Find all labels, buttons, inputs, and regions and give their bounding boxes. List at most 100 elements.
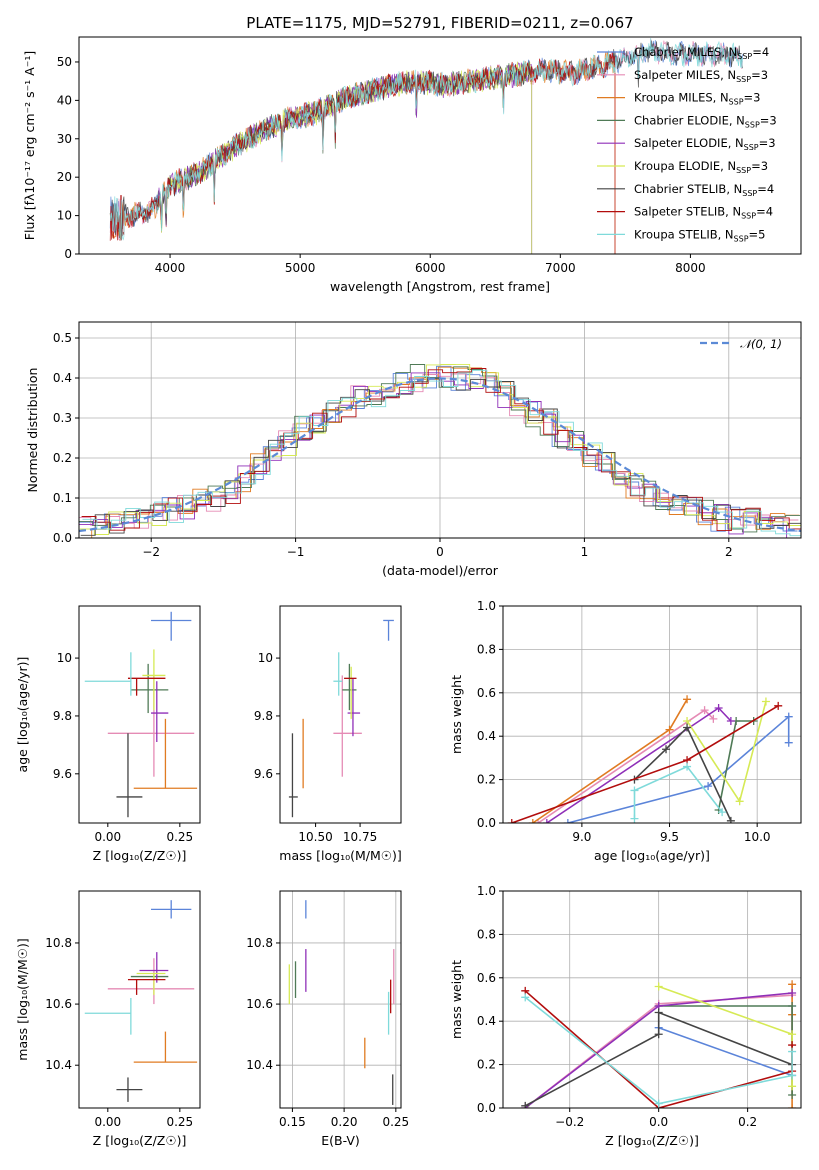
weight-line-kroupa-stelib-marker	[788, 1047, 797, 1056]
errorbar-salpeter-elodie	[139, 952, 169, 983]
plot-area	[84, 611, 198, 818]
histogram-kroupa-miles	[79, 366, 800, 538]
legend-subscript: SSP	[744, 143, 759, 152]
weight-line-kroupa-elodie-marker	[654, 982, 663, 991]
x-axis-label: mass [log₁₀(M/M☉)]	[279, 848, 401, 863]
y-tick-label: 0.4	[477, 1014, 496, 1028]
x-tick-label: 0.0	[649, 1115, 668, 1129]
y-tick-label: 0.3	[53, 411, 72, 425]
weight-line-chabrier-miles-marker	[784, 738, 793, 747]
x-axis-label: Z [log₁₀(Z/Z☉)]	[93, 1133, 187, 1148]
y-tick-label: 0.0	[477, 1101, 496, 1115]
y-tick-label: 1.0	[477, 884, 496, 898]
plot-area	[288, 900, 395, 1105]
weight-line-kroupa-elodie-marker	[788, 1082, 797, 1091]
weight-line-salpeter-miles-marker	[709, 714, 718, 723]
errorbar-kroupa-miles	[133, 718, 198, 789]
x-axis-label: Z [log₁₀(Z/Z☉)]	[605, 1133, 699, 1148]
panel-age-vs-mass: 10.50 10.75 9.6 9.8 10 mass [log₁₀(M/M☉)]	[254, 605, 402, 863]
x-tick-label: 5000	[285, 261, 316, 275]
y-tick-label: 9.8	[254, 709, 273, 723]
weight-line-chabrier-stelib	[633, 726, 732, 822]
weight-line-kroupa-elodie-marker	[788, 1030, 797, 1039]
legend-subscript: SSP	[741, 212, 756, 221]
legend-subscript: SSP	[729, 98, 744, 107]
x-axis-label: age [log₁₀(age/yr)]	[594, 848, 710, 863]
plot-area	[79, 363, 801, 538]
weight-line-kroupa-miles-marker	[683, 695, 692, 704]
plot-area	[84, 900, 198, 1102]
plot-area	[109, 37, 743, 254]
histogram-kroupa-stelib	[82, 369, 801, 537]
weight-line-salpeter-elodie-marker	[788, 988, 797, 997]
y-tick-label: 0.4	[53, 371, 72, 385]
weight-line-chabrier-stelib-marker	[654, 1030, 663, 1039]
x-axis-label: wavelength [Angstrom, rest frame]	[330, 279, 550, 294]
errorbar-kroupa-stelib	[84, 997, 132, 1035]
y-tick-label: 0.1	[53, 491, 72, 505]
weight-line-chabrier-stelib-marker	[521, 1101, 530, 1108]
legend-subscript: SSP	[737, 52, 752, 61]
y-tick-label: 1.0	[477, 599, 496, 613]
y-tick-label: 9.6	[254, 767, 273, 781]
panel-residuals: −2 −1 0 1 2 0.0 0.1 0.2 0.3 0.4 0.5 (data-model)/er…	[25, 321, 802, 578]
axes-frame	[78, 36, 802, 255]
weight-line-kroupa-stelib	[633, 765, 723, 819]
legend-subscript: SSP	[736, 166, 751, 175]
x-tick-label: 6000	[415, 261, 446, 275]
y-axis-label: mass weight	[449, 960, 464, 1039]
panel-mass-vs-z: 0.00 0.25 10.4 10.6 10.8 Z [log₁₀(Z/Z☉)] mass …	[15, 890, 201, 1148]
errorbar-kroupa-stelib	[333, 652, 343, 696]
y-tick-label: 10.8	[45, 936, 72, 950]
errorbar-chabrier-miles	[151, 900, 192, 919]
x-tick-label: 1	[581, 545, 589, 559]
weight-line-salpeter-elodie-marker	[714, 703, 723, 712]
x-tick-label: 2	[725, 545, 733, 559]
x-tick-label: 0.20	[331, 1115, 358, 1129]
x-tick-label: 0.2	[738, 1115, 757, 1129]
x-tick-label: 0.25	[382, 1115, 409, 1129]
x-axis-label: E(B-V)	[321, 1133, 360, 1148]
spectrum-line-kroupa-miles	[109, 51, 616, 254]
errorbar-chabrier-stelib	[116, 1077, 143, 1102]
plot-area	[288, 619, 394, 818]
legend-suffix: =4	[756, 205, 773, 219]
weight-line-chabrier-stelib-marker	[726, 816, 735, 823]
x-axis-label: (data-model)/error	[382, 563, 499, 578]
axes-frame	[502, 605, 802, 824]
weight-line-salpeter-elodie	[546, 706, 732, 823]
y-tick-label: 0.4	[477, 729, 496, 743]
spectrum-line-kroupa-stelib	[109, 38, 743, 241]
weight-line-chabrier-stelib	[524, 1011, 793, 1107]
legend-subscript: SSP	[736, 75, 751, 84]
x-tick-label: −2	[142, 545, 160, 559]
x-tick-label: 0.25	[166, 830, 193, 844]
histogram-salpeter-stelib	[81, 368, 801, 532]
panel-age-vs-z: 0.00 0.25 9.6 9.8 10 Z [log₁₀(Z/Z☉)] age [log₁…	[15, 605, 201, 863]
spectrum-line-salpeter-stelib	[109, 51, 616, 254]
y-tick-label: 10	[258, 651, 273, 665]
weight-line-kroupa-stelib	[524, 996, 793, 1105]
y-tick-label: 30	[57, 132, 72, 146]
errorbar-chabrier-miles	[383, 619, 394, 641]
axes-frame	[78, 890, 201, 1109]
y-tick-label: 50	[57, 55, 72, 69]
weight-line-chabrier-miles-marker	[563, 819, 572, 823]
x-tick-label: 7000	[545, 261, 576, 275]
spectrum-title: PLATE=1175, MJD=52791, FIBERID=0211, z=0…	[246, 14, 633, 32]
errorbar-salpeter-miles	[107, 675, 195, 777]
weight-line-kroupa-stelib-marker	[788, 1071, 797, 1080]
legend-subscript: SSP	[734, 234, 749, 243]
x-tick-label: 9.0	[572, 830, 591, 844]
axes-frame	[502, 890, 802, 1109]
weight-line-kroupa-elodie-marker	[735, 797, 744, 806]
errorbar-chabrier-elodie	[342, 663, 357, 711]
y-tick-label: 0.8	[477, 927, 496, 941]
legend-suffix: =3	[751, 159, 768, 173]
legend-subscript: SSP	[745, 120, 760, 129]
errorbar-salpeter-elodie	[347, 678, 361, 737]
legend-label-salpeter-elodie: Salpeter ELODIE, NSSP=3	[634, 136, 776, 152]
weight-line-kroupa-miles-marker	[665, 725, 674, 734]
plot-area	[507, 695, 793, 823]
weight-line-chabrier-elodie-marker	[788, 1090, 797, 1099]
